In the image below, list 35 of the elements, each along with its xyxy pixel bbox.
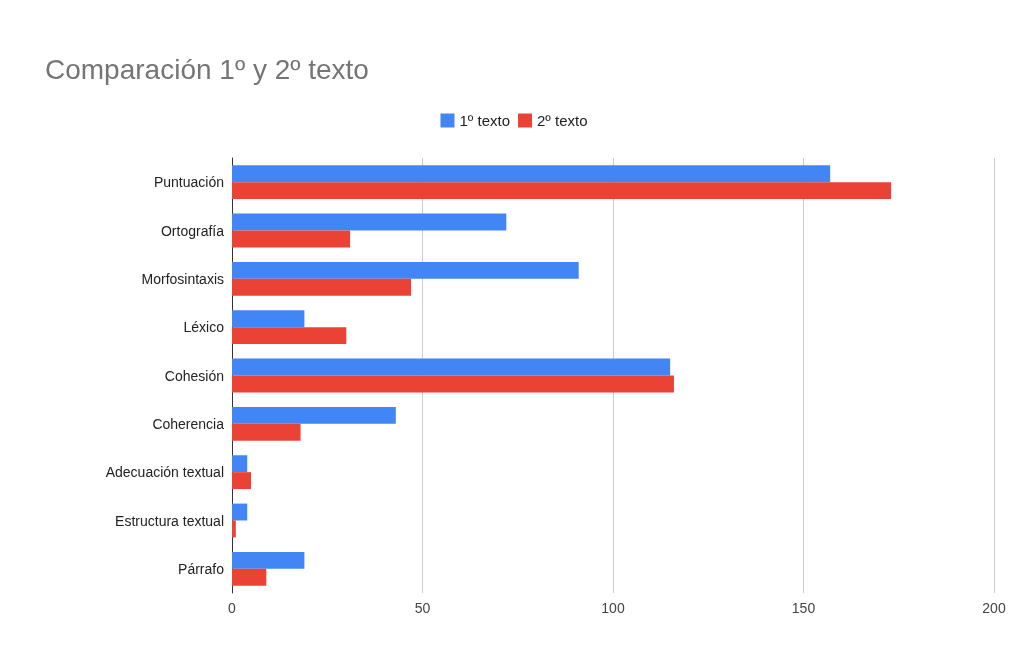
bar bbox=[232, 423, 301, 441]
y-tick-label: Adecuación textual bbox=[105, 464, 224, 481]
bar bbox=[232, 230, 351, 248]
y-tick-label: Morfosintaxis bbox=[141, 270, 224, 287]
bar bbox=[232, 455, 248, 473]
legend-label: 1º texto bbox=[459, 112, 511, 129]
y-tick-label: Ortografía bbox=[160, 222, 225, 239]
bar bbox=[232, 165, 831, 183]
x-tick-label: 100 bbox=[601, 600, 625, 616]
x-tick-label: 150 bbox=[791, 600, 816, 616]
bar bbox=[232, 472, 252, 490]
chart-title: Comparación 1º y 2º texto bbox=[45, 53, 369, 85]
y-tick-label: Léxico bbox=[183, 319, 225, 336]
x-tick-label: 200 bbox=[982, 600, 1006, 616]
bar bbox=[232, 182, 892, 200]
bar bbox=[232, 261, 579, 279]
bar bbox=[232, 358, 671, 376]
bar bbox=[232, 520, 236, 538]
y-tick-label: Puntuación bbox=[153, 174, 224, 191]
y-tick-label: Párrafo bbox=[178, 560, 225, 577]
x-tick-label: 0 bbox=[228, 600, 237, 616]
bar bbox=[232, 213, 507, 231]
x-tick-label: 50 bbox=[414, 600, 431, 616]
bar bbox=[232, 310, 305, 328]
bar bbox=[232, 503, 248, 521]
bar bbox=[232, 551, 305, 569]
y-tick-label: Cohesión bbox=[164, 367, 224, 384]
bar bbox=[232, 327, 347, 345]
bar bbox=[232, 406, 396, 424]
bar bbox=[232, 375, 674, 393]
y-tick-label: Coherencia bbox=[152, 415, 225, 432]
legend-label: 2º texto bbox=[537, 112, 588, 129]
bar bbox=[232, 568, 267, 586]
bar bbox=[232, 278, 412, 296]
y-tick-label: Estructura textual bbox=[115, 512, 224, 529]
